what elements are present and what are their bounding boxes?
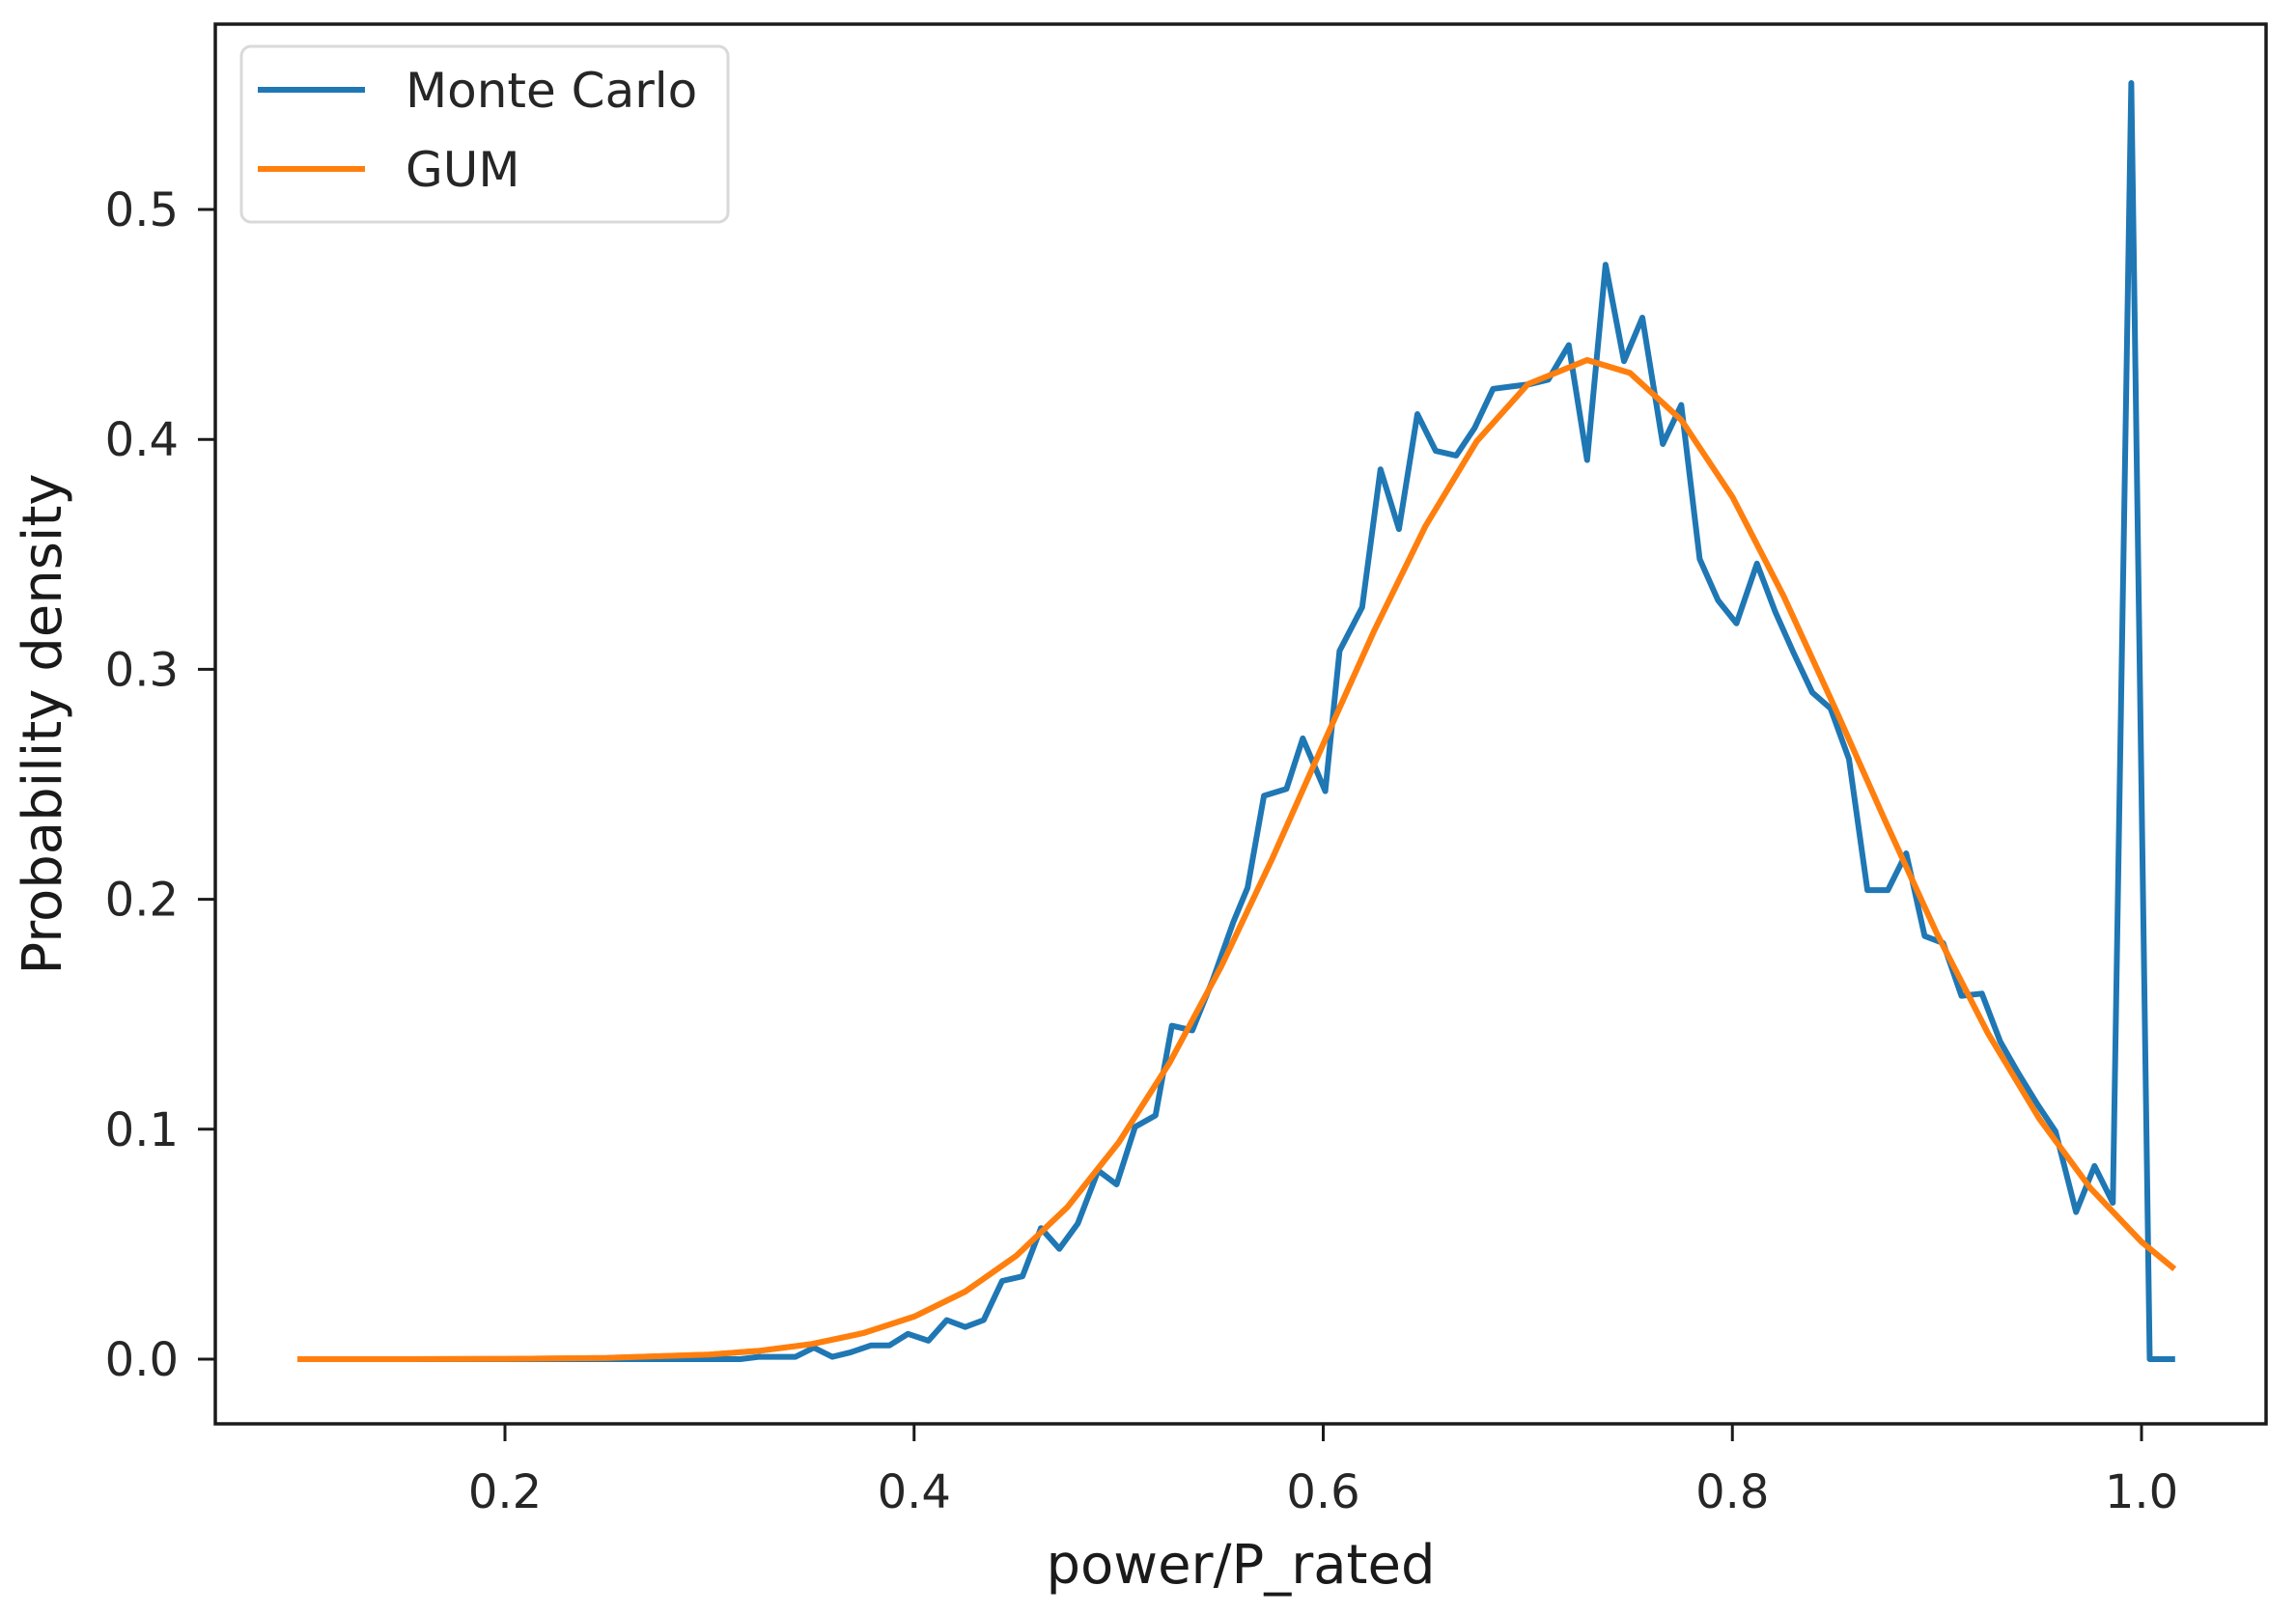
y-axis-ticks: 0.0 0.1 0.2 0.3 0.4 0.5 — [105, 183, 215, 1387]
y-tick-label: 0.3 — [105, 643, 179, 697]
y-tick-label: 0.0 — [105, 1333, 179, 1387]
x-axis-ticks: 0.2 0.4 0.6 0.8 1.0 — [468, 1424, 2178, 1519]
y-tick-label: 0.4 — [105, 413, 179, 467]
x-tick-label: 1.0 — [2105, 1465, 2178, 1519]
y-tick-label: 0.2 — [105, 874, 179, 928]
y-tick-label: 0.5 — [105, 183, 179, 237]
y-tick-label: 0.1 — [105, 1103, 179, 1157]
x-tick-label: 0.4 — [878, 1465, 951, 1519]
legend-monte-carlo-label: Monte Carlo — [406, 63, 697, 119]
axes-frame — [213, 22, 2268, 1426]
x-axis-label: power/P_rated — [1046, 1534, 1435, 1597]
legend-gum-label: GUM — [406, 142, 519, 198]
x-tick-label: 0.6 — [1286, 1465, 1359, 1519]
monte-carlo-line — [301, 80, 2175, 1362]
y-axis-label: Probability density — [12, 473, 74, 974]
x-tick-label: 0.8 — [1695, 1465, 1769, 1519]
legend: Monte Carlo GUM — [239, 44, 730, 224]
x-tick-label: 0.2 — [468, 1465, 542, 1519]
